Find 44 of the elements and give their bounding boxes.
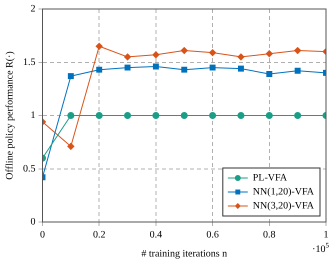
point bbox=[209, 112, 216, 119]
point bbox=[294, 112, 302, 119]
point bbox=[237, 112, 244, 119]
point bbox=[266, 112, 273, 119]
x-tick-label: 0.6 bbox=[206, 230, 219, 241]
point bbox=[180, 47, 188, 54]
point bbox=[124, 64, 131, 71]
point bbox=[180, 112, 188, 119]
point bbox=[96, 112, 103, 119]
x-axis-title: # training iterations n bbox=[141, 248, 228, 260]
y-tick-label: 2 bbox=[30, 4, 36, 15]
point bbox=[152, 64, 159, 70]
legend-label: NN(1,20)-VFA bbox=[252, 186, 315, 198]
y-tick-label: 0 bbox=[30, 216, 36, 228]
x-tick-label: 0 bbox=[40, 230, 45, 241]
point bbox=[294, 68, 301, 74]
point bbox=[266, 50, 273, 58]
point bbox=[67, 142, 74, 150]
point bbox=[67, 112, 74, 119]
point bbox=[210, 64, 216, 71]
point bbox=[124, 53, 132, 60]
y-tick-label: 0.5 bbox=[23, 163, 36, 174]
point bbox=[238, 66, 244, 72]
y-tick-label: 1 bbox=[30, 110, 36, 122]
x-tick-label: 1 bbox=[324, 230, 328, 241]
legend-label: NN(3,20)-VFA bbox=[252, 200, 315, 212]
point bbox=[124, 112, 132, 119]
point bbox=[68, 73, 74, 80]
x-tick-label: 0.4 bbox=[150, 230, 162, 241]
legend-label: PL-VFA bbox=[252, 172, 288, 184]
x-tick-label: 0.2 bbox=[92, 230, 106, 241]
point bbox=[152, 112, 160, 119]
point bbox=[266, 70, 272, 77]
y-tick-label: 1.5 bbox=[23, 56, 36, 68]
point bbox=[209, 49, 216, 56]
point bbox=[181, 66, 188, 73]
point bbox=[96, 66, 102, 73]
point bbox=[294, 47, 302, 54]
text: ·10$^{5}$ bbox=[312, 242, 329, 256]
point bbox=[96, 42, 103, 50]
point bbox=[237, 53, 244, 60]
x-tick-label: 0.8 bbox=[263, 230, 276, 241]
y-axis-title: Offline policy performance R(·) bbox=[4, 51, 16, 180]
point bbox=[152, 51, 160, 58]
